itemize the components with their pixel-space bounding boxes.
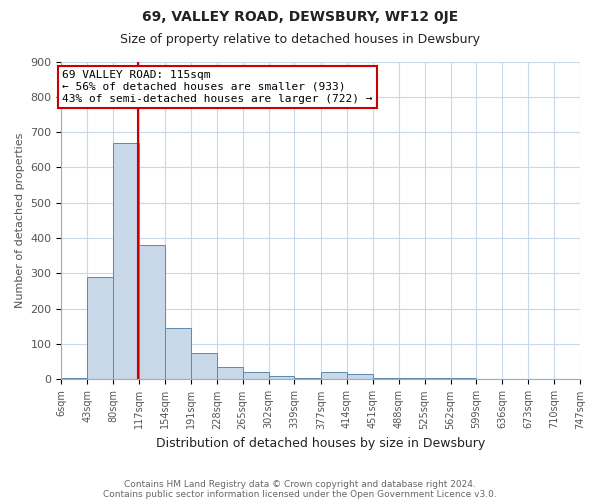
Text: 69 VALLEY ROAD: 115sqm
← 56% of detached houses are smaller (933)
43% of semi-de: 69 VALLEY ROAD: 115sqm ← 56% of detached… [62, 70, 373, 104]
Text: Contains HM Land Registry data © Crown copyright and database right 2024.: Contains HM Land Registry data © Crown c… [124, 480, 476, 489]
Bar [425, 378, 451, 380]
Bar [61, 378, 87, 380]
Bar [476, 378, 502, 380]
Bar [528, 378, 554, 380]
Bar [165, 328, 191, 380]
Bar [451, 378, 476, 380]
Bar [321, 372, 347, 380]
Bar [295, 378, 321, 380]
Text: Contains public sector information licensed under the Open Government Licence v3: Contains public sector information licen… [103, 490, 497, 499]
Bar [554, 378, 580, 380]
X-axis label: Distribution of detached houses by size in Dewsbury: Distribution of detached houses by size … [156, 437, 485, 450]
Bar [87, 277, 113, 380]
Text: Size of property relative to detached houses in Dewsbury: Size of property relative to detached ho… [120, 32, 480, 46]
Bar [347, 374, 373, 380]
Y-axis label: Number of detached properties: Number of detached properties [15, 133, 25, 308]
Bar [269, 376, 295, 380]
Bar [113, 143, 139, 380]
Bar [217, 367, 242, 380]
Text: 69, VALLEY ROAD, DEWSBURY, WF12 0JE: 69, VALLEY ROAD, DEWSBURY, WF12 0JE [142, 10, 458, 24]
Bar [502, 378, 528, 380]
Bar [191, 353, 217, 380]
Bar [242, 372, 269, 380]
Bar [399, 378, 425, 380]
Bar [139, 245, 165, 380]
Bar [373, 378, 399, 380]
